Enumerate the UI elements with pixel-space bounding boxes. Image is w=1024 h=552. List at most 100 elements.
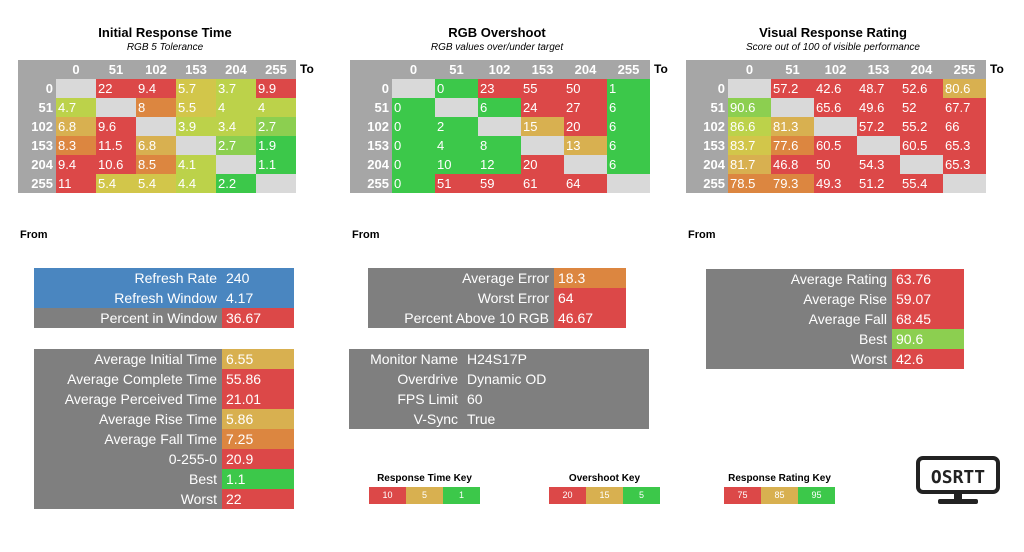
empty-cell (857, 136, 900, 155)
heatmap-cell: 81.7 (728, 155, 771, 174)
heatmap-cell: 64 (564, 174, 607, 193)
heatmap-cell: 55 (521, 79, 564, 98)
info-value: 1.1 (222, 469, 294, 489)
heatmap-cell: 60.5 (900, 136, 943, 155)
info-value: 90.6 (892, 329, 964, 349)
info-label: Average Fall Time (34, 429, 222, 449)
to-axis-label: To (654, 62, 668, 76)
info-row: Percent in Window 36.67 (34, 308, 294, 328)
column-header: 204 (574, 62, 597, 77)
panel-subtitle-initial-response: RGB 5 Tolerance (126, 42, 204, 53)
heatmap-cell: 60.5 (814, 136, 857, 155)
heatmap-cell: 0 (392, 117, 435, 136)
info-row: Worst 42.6 (706, 349, 964, 369)
info-row: Average Error 18.3 (368, 268, 626, 288)
info-label: Worst Error (368, 288, 554, 308)
heatmap-row: 204 9.4 10.6 8.5 4.1 1.1 (18, 155, 296, 174)
empty-cell (814, 117, 857, 136)
info-value: 55.86 (222, 369, 294, 389)
heatmap-cell: 15 (521, 117, 564, 136)
heatmap-cell: 10 (435, 155, 478, 174)
row-header: 204 (367, 157, 389, 172)
heatmap-cell: 46.8 (771, 155, 814, 174)
heatmap-cell: 13 (564, 136, 607, 155)
panel-subtitle-overshoot: RGB values over/under target (430, 42, 564, 53)
info-label: Average Rating (706, 269, 892, 289)
heatmap-row: 51 4.7 8 5.5 4 4 (18, 98, 296, 117)
empty-cell (943, 174, 986, 193)
empty-cell (136, 117, 176, 136)
heatmap-cell: 78.5 (728, 174, 771, 193)
heatmap-cell: 8.5 (136, 155, 176, 174)
heatmap-cell: 9.6 (96, 117, 136, 136)
monitor-info-box: Monitor Name H24S17P Overdrive Dynamic OD FP… (349, 349, 649, 429)
info-label: Worst (706, 349, 892, 369)
heatmap-rating: 0 51 102 153 204 255 0 57.2 42.6 48.7 52.6 80.6 51 90… (686, 60, 986, 193)
panel-title-rating: Visual Response Rating (759, 25, 907, 40)
info-value: 4.17 (222, 288, 294, 308)
heatmap-cell: 3.9 (176, 117, 216, 136)
heatmap-cell: 90.6 (728, 98, 771, 117)
info-row: 0-255-0 20.9 (34, 449, 294, 469)
heatmap-cell: 22 (96, 79, 136, 98)
heatmap-row: 255 0 51 59 61 64 (350, 174, 650, 193)
info-row: Average Rise Time 5.86 (34, 409, 294, 429)
heatmap-row: 51 0 6 24 27 6 (350, 98, 650, 117)
row-header: 255 (367, 176, 389, 191)
info-label: Average Rise (706, 289, 892, 309)
heatmap-cell: 6 (607, 117, 650, 136)
empty-cell (771, 98, 814, 117)
heatmap-cell: 5.7 (176, 79, 216, 98)
info-value: 64 (554, 288, 626, 308)
heatmap-cell: 20 (564, 117, 607, 136)
heatmap-row: 102 6.8 9.6 3.9 3.4 2.7 (18, 117, 296, 136)
column-header: 51 (108, 62, 124, 77)
info-label: FPS Limit (349, 389, 463, 409)
key-cells: 75 85 95 (724, 487, 835, 504)
heatmap-cell: 5.4 (96, 174, 136, 193)
info-row: Monitor Name H24S17P (349, 349, 649, 369)
heatmap-cell: 55.2 (900, 117, 943, 136)
info-label: Monitor Name (349, 349, 463, 369)
info-value: 7.25 (222, 429, 294, 449)
info-value: 5.86 (222, 409, 294, 429)
empty-cell (56, 79, 96, 98)
key-cells: 20 15 5 (549, 487, 660, 504)
heatmap-cell: 48.7 (857, 79, 900, 98)
info-row: Average Initial Time 6.55 (34, 349, 294, 369)
heatmap-cell: 3.7 (216, 79, 256, 98)
column-header: 204 (225, 62, 247, 77)
column-header: 255 (617, 62, 640, 77)
info-label: Worst (34, 489, 222, 509)
column-header: 153 (185, 62, 207, 77)
info-value: H24S17P (463, 349, 649, 369)
info-row: Average Fall Time 7.25 (34, 429, 294, 449)
key-title: Response Rating Key (728, 473, 831, 484)
info-value: True (463, 409, 649, 429)
info-value: 60 (463, 389, 649, 409)
column-header: 102 (824, 62, 847, 77)
info-label: Best (706, 329, 892, 349)
heatmap-cell: 51 (435, 174, 478, 193)
info-row: Percent Above 10 RGB 46.67 (368, 308, 626, 328)
key-cell: 75 (724, 487, 761, 504)
info-row: Average Complete Time 55.86 (34, 369, 294, 389)
heatmap-cell: 1 (607, 79, 650, 98)
info-row: Overdrive Dynamic OD (349, 369, 649, 389)
info-label: 0-255-0 (34, 449, 222, 469)
heatmap-cell: 55.4 (900, 174, 943, 193)
panel-title-initial-response: Initial Response Time (98, 25, 232, 40)
monitor-icon: OSRTT (916, 456, 1000, 504)
heatmap-cell: 4.1 (176, 155, 216, 174)
heatmap-cell: 23 (478, 79, 521, 98)
heatmap-cell: 5.4 (136, 174, 176, 193)
heatmap-cell: 20 (521, 155, 564, 174)
row-header: 255 (703, 176, 725, 191)
from-axis-label: From (688, 229, 716, 241)
heatmap-cell: 57.2 (771, 79, 814, 98)
heatmap-cell: 9.4 (56, 155, 96, 174)
heatmap-cell: 6 (607, 136, 650, 155)
key-cell: 1 (443, 487, 480, 504)
heatmap-cell: 67.7 (943, 98, 986, 117)
info-value: 36.67 (222, 308, 294, 328)
